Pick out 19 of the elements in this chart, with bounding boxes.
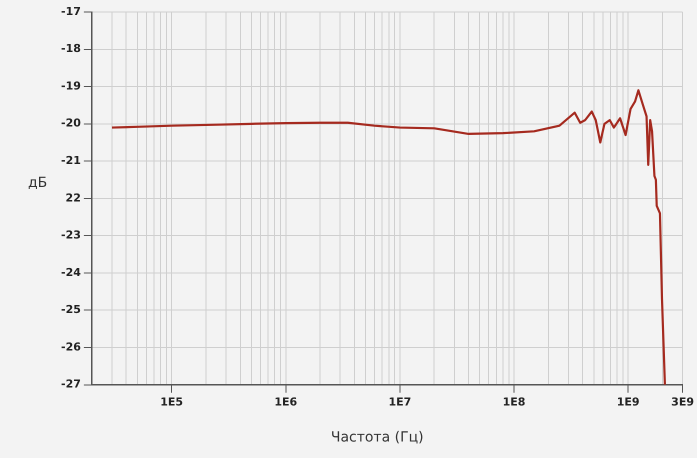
y-tick-label: -20: [61, 116, 82, 130]
x-axis-title: Частота (Гц): [330, 430, 424, 446]
y-tick-label: -17: [61, 4, 81, 18]
y-tick-label: -27: [61, 378, 81, 391]
y-tick-label: -18: [61, 42, 81, 56]
y-axis-title: дБ: [28, 175, 48, 192]
y-tick-label: -25: [61, 303, 81, 316]
y-tick-label: 22: [66, 191, 81, 204]
y-tick-label: -26: [61, 340, 82, 354]
x-tick-label: 1E7: [388, 395, 412, 408]
x-tick-label: 1E9: [616, 395, 640, 408]
x-tick-label: 3E9: [671, 395, 694, 408]
y-tick-label: -19: [61, 79, 81, 92]
y-tick-label: -23: [61, 228, 81, 242]
y-tick-label: -21: [61, 154, 81, 167]
y-tick-label: -24: [61, 266, 82, 279]
x-tick-label: 1E6: [274, 395, 298, 408]
x-tick-label: 1E5: [160, 395, 184, 408]
x-tick-label: 1E8: [502, 395, 526, 408]
